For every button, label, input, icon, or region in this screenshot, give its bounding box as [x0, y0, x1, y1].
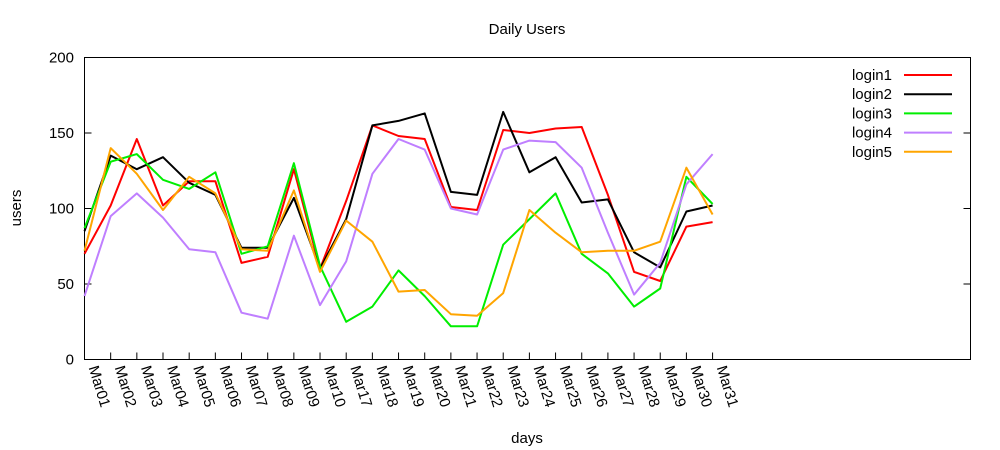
series-lines — [83, 110, 714, 328]
legend-label-login1: login1 — [852, 67, 892, 84]
x-tick-label: Mar29 — [660, 364, 689, 410]
x-tick-label: Mar01 — [85, 364, 114, 410]
y-tick-label: 0 — [66, 352, 74, 369]
x-tick-label: Mar21 — [451, 364, 480, 410]
x-tick-label: Mar09 — [294, 364, 323, 410]
x-tick-label: Mar07 — [242, 364, 271, 410]
x-tick-label: Mar26 — [582, 364, 611, 410]
x-tick-label: Mar17 — [346, 364, 375, 410]
x-tick-label: Mar04 — [163, 364, 192, 410]
x-tick-label: Mar20 — [425, 364, 454, 410]
y-tick-label: 100 — [49, 201, 74, 218]
x-tick-label: Mar31 — [713, 364, 742, 410]
chart-title: Daily Users — [489, 21, 566, 38]
legend-label-login4: login4 — [852, 125, 892, 142]
series-line-login1 — [83, 124, 713, 282]
legend-label-login5: login5 — [852, 144, 892, 161]
x-axis: Mar01Mar02Mar03Mar04Mar05Mar06Mar07Mar08… — [84, 352, 742, 410]
x-tick-label: Mar22 — [477, 364, 506, 410]
plot-frame — [84, 57, 971, 360]
x-tick-label: Mar23 — [503, 364, 532, 410]
x-tick-label: Mar28 — [634, 364, 663, 410]
series-line-login4 — [83, 138, 714, 320]
y-axis-label: users — [8, 190, 25, 227]
x-tick-label: Mar25 — [556, 364, 585, 410]
legend-label-login3: login3 — [852, 105, 892, 122]
x-tick-label: Mar06 — [216, 364, 245, 410]
x-tick-label: Mar10 — [320, 364, 349, 410]
series-line-login2 — [83, 110, 713, 270]
legend: login1 login2 login3 login4 login5 — [852, 67, 952, 161]
series-line-login5 — [83, 147, 714, 317]
x-tick-label: Mar05 — [189, 364, 218, 410]
x-axis-label: days — [511, 430, 543, 447]
x-tick-label: Mar27 — [608, 364, 637, 410]
x-tick-label: Mar24 — [530, 364, 559, 410]
x-tick-label: Mar03 — [137, 364, 166, 410]
x-tick-label: Mar19 — [399, 364, 428, 410]
x-tick-label: Mar08 — [268, 364, 297, 410]
series-line-login3 — [83, 153, 714, 328]
y-tick-label: 200 — [49, 50, 74, 67]
y-tick-label: 150 — [49, 125, 74, 142]
x-tick-label: Mar30 — [687, 364, 716, 410]
x-tick-label: Mar18 — [373, 364, 402, 410]
y-axis: 0 50 100 150 200 — [49, 50, 971, 369]
legend-label-login2: login2 — [852, 86, 892, 103]
y-tick-label: 50 — [57, 276, 74, 293]
x-tick-label: Mar02 — [111, 364, 140, 410]
